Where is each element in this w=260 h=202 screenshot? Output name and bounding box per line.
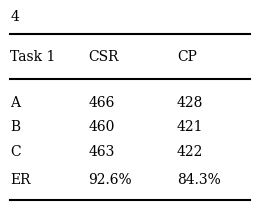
Text: 421: 421 [177, 120, 203, 134]
Text: 460: 460 [88, 120, 115, 134]
Text: Task 1: Task 1 [10, 49, 56, 64]
Text: 466: 466 [88, 96, 115, 110]
Text: C: C [10, 144, 21, 159]
Text: B: B [10, 120, 21, 134]
Text: 92.6%: 92.6% [88, 173, 132, 187]
Text: 4: 4 [10, 10, 19, 24]
Text: CSR: CSR [88, 49, 119, 64]
Text: CP: CP [177, 49, 197, 64]
Text: 84.3%: 84.3% [177, 173, 220, 187]
Text: 428: 428 [177, 96, 203, 110]
Text: 463: 463 [88, 144, 115, 159]
Text: A: A [10, 96, 20, 110]
Text: 422: 422 [177, 144, 203, 159]
Text: ER: ER [10, 173, 31, 187]
